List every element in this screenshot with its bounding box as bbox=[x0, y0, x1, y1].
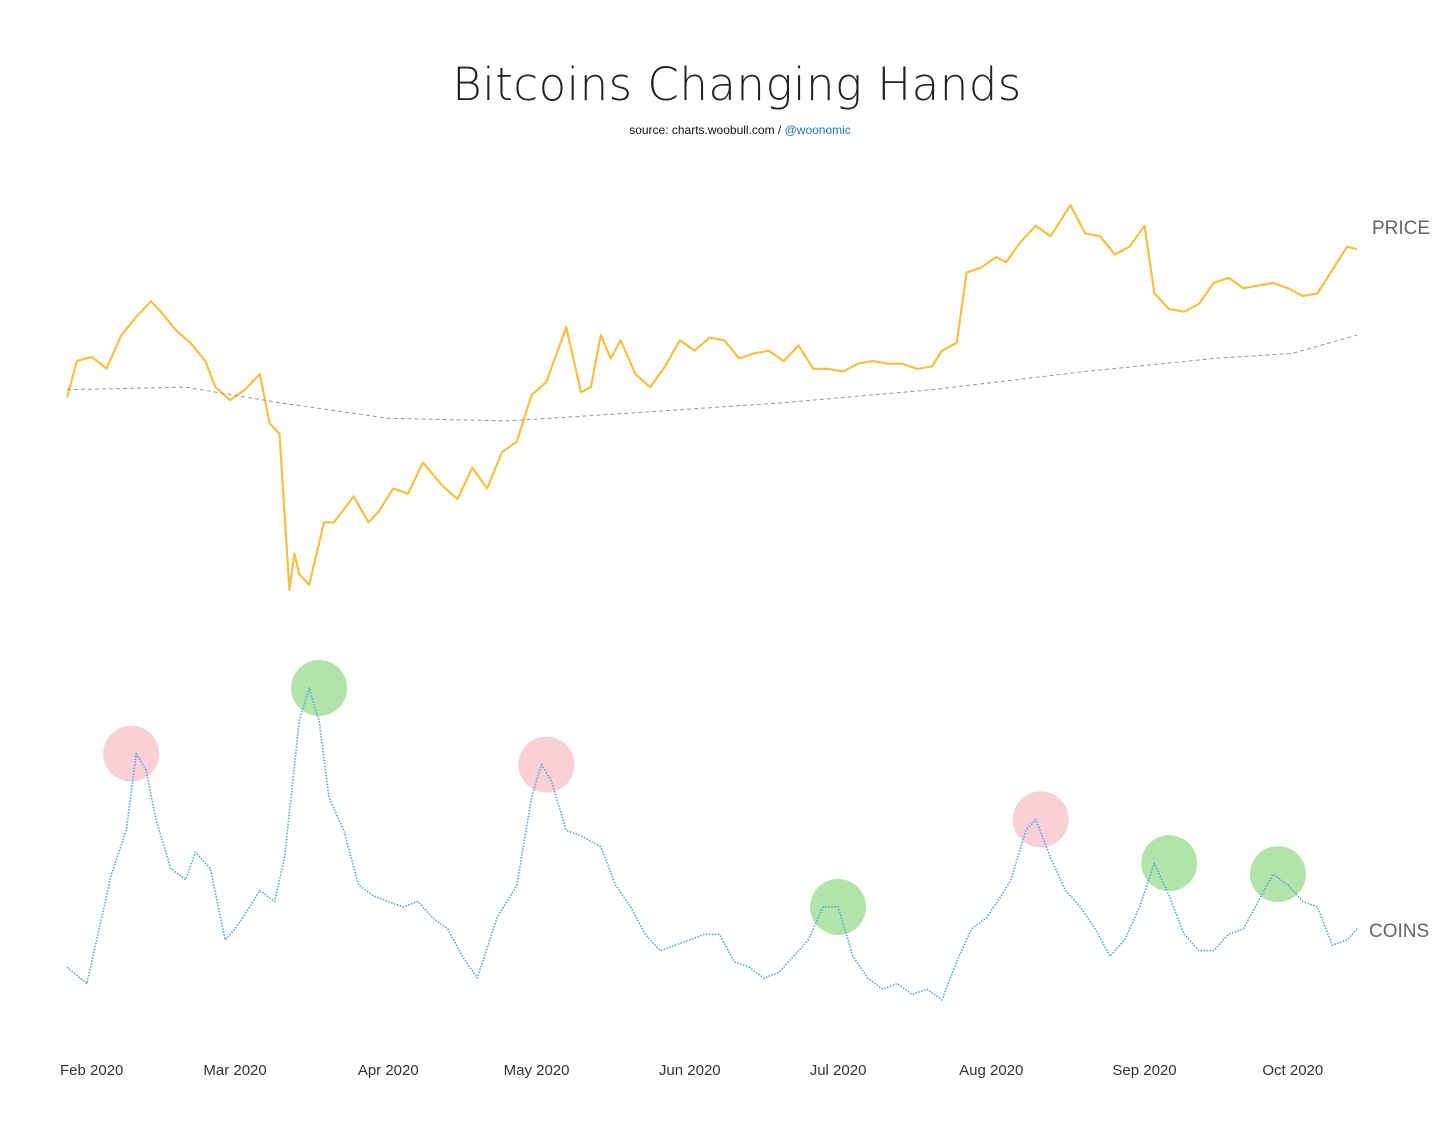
red-highlight-marker-2 bbox=[518, 736, 575, 793]
chart-title: Bitcoins Changing Hands bbox=[452, 58, 1022, 111]
x-tick-label: Oct 2020 bbox=[1262, 1062, 1323, 1079]
x-tick-label: Apr 2020 bbox=[358, 1062, 419, 1079]
red-highlight-marker-4 bbox=[1012, 791, 1069, 848]
highlight-markers bbox=[103, 660, 1306, 935]
x-axis-ticks: Feb 2020 Mar 2020 Apr 2020 May 2020 Jun 2020… bbox=[60, 1062, 1323, 1079]
chart-subtitle: source: charts.woobull.com / @woonomic bbox=[0, 123, 1456, 137]
red-highlight-marker-0 bbox=[103, 725, 160, 782]
x-tick-label: Feb 2020 bbox=[60, 1062, 123, 1079]
x-tick-label: Jul 2020 bbox=[810, 1062, 867, 1079]
x-tick-label: May 2020 bbox=[504, 1062, 570, 1079]
price-line bbox=[65, 203, 1358, 592]
price-series-label: PRICE bbox=[1372, 218, 1430, 239]
subtitle-source: source: charts.woobull.com / bbox=[629, 123, 785, 137]
x-tick-label: Mar 2020 bbox=[203, 1062, 266, 1079]
chart-lines bbox=[65, 203, 1358, 1001]
subtitle-handle-link[interactable]: @woonomic bbox=[784, 123, 851, 137]
coins-series-label: COINS bbox=[1369, 921, 1429, 942]
series-labels: PRICE COINS bbox=[1369, 218, 1430, 942]
coins-line bbox=[66, 687, 1358, 1001]
x-tick-label: Jun 2020 bbox=[659, 1062, 721, 1079]
x-tick-label: Sep 2020 bbox=[1112, 1062, 1176, 1079]
x-tick-label: Aug 2020 bbox=[959, 1062, 1023, 1079]
moving-average-line bbox=[66, 334, 1358, 422]
green-highlight-marker-6 bbox=[1249, 846, 1306, 903]
green-highlight-marker-5 bbox=[1141, 835, 1198, 892]
green-highlight-marker-1 bbox=[291, 660, 348, 716]
